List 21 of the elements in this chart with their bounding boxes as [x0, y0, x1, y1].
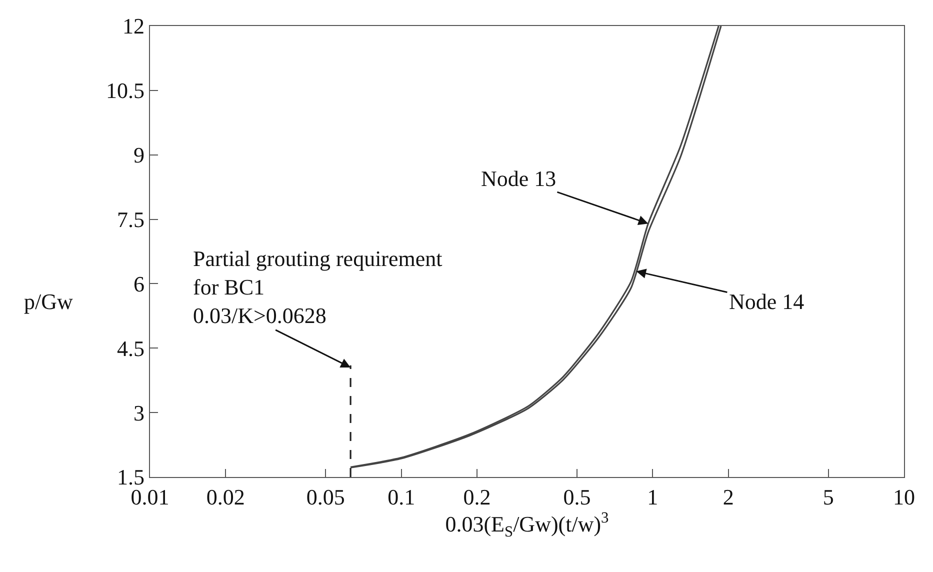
x-tick-label: 5: [822, 484, 834, 510]
y-tick-label: 3: [134, 400, 144, 426]
y-tick-label: 9: [134, 142, 144, 168]
x-tick-label: 0.2: [463, 484, 491, 510]
x-axis-title: 0.03(E$_{S}$/Gw)(t/w)$^{3}$: [445, 510, 610, 540]
y-tick-label: 10.5: [106, 78, 144, 104]
x-tick-label: 0.05: [306, 484, 345, 510]
y-tick-label: 4.5: [117, 336, 144, 361]
y-tick-label: 7.5: [117, 206, 144, 232]
y-tick-label: 6: [134, 271, 144, 296]
annotation: Node 13: [481, 166, 556, 191]
x-tick-label: 0.5: [563, 484, 591, 510]
x-tick-label: 2: [722, 484, 734, 510]
y-axis-title: p/Gw: [24, 289, 73, 314]
annotation: Partial grouting requirement for BC1 0.03/K>0.0628: [193, 246, 442, 328]
x-tick-label: 10: [893, 484, 915, 510]
x-tick-label: 0.02: [206, 484, 245, 510]
x-tick-label: 0.1: [388, 484, 416, 510]
x-tick-label: 1: [647, 484, 658, 510]
y-tick-label: 12: [122, 14, 144, 39]
annotation: Node 14: [729, 289, 804, 314]
